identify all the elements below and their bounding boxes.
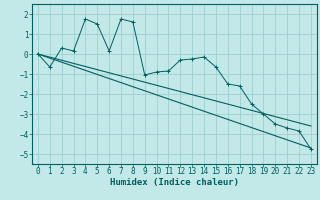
X-axis label: Humidex (Indice chaleur): Humidex (Indice chaleur) <box>110 178 239 187</box>
